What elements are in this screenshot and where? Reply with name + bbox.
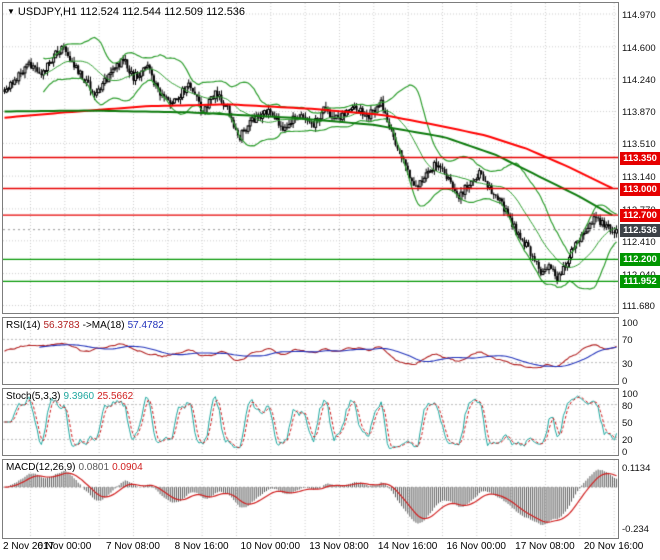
price-level-badge: 113.000: [620, 182, 660, 196]
indicator-axis-label: 20: [622, 435, 633, 447]
indicator-axis-label: 100: [622, 318, 638, 329]
price-level-badge: 112.700: [620, 209, 660, 223]
main-chart-panel: ▼ USDJPY,H1 112.524 112.544 112.509 112.5…: [2, 2, 619, 314]
price-axis-label: 113.140: [622, 172, 656, 184]
rsi-ma-name: ->MA(18): [82, 320, 125, 331]
indicator-axis-label: 50: [622, 418, 633, 429]
indicator-axis-label: 70: [622, 335, 633, 347]
macd-canvas[interactable]: [3, 460, 618, 538]
rsi-canvas[interactable]: [3, 318, 618, 384]
rsi-indicator-label: RSI(14) 56.3783 ->MA(18) 57.4782: [6, 320, 167, 331]
time-axis: 2 Nov 2017 6 Nov 00:00 7 Nov 08:00 8 Nov 16…: [3, 541, 659, 556]
stoch-k-value: 9.3960: [63, 391, 95, 402]
time-axis-label: 2 Nov 2017: [3, 541, 55, 552]
time-axis-label: 20 Nov 16:00: [583, 541, 644, 552]
rsi-panel: RSI(14) 56.3783 ->MA(18) 57.4782: [2, 317, 619, 385]
price-level-badge: 113.350: [620, 151, 660, 165]
main-price-axis: 114.970 114.600 114.240 113.870 113.510 113.1…: [620, 2, 660, 314]
macd-signal-value: 0.0904: [112, 462, 143, 473]
indicator-axis-label: 0: [622, 376, 628, 387]
macd-indicator-label: MACD(12,26,9) 0.0801 0.0904: [6, 462, 146, 473]
indicator-axis-label: 0: [622, 447, 628, 458]
indicator-axis-label: 0.1134: [622, 463, 651, 475]
stoch-name: Stoch(5,3,3): [6, 391, 61, 402]
indicator-axis-label: -0.234: [622, 524, 649, 536]
indicator-axis-label: 80: [622, 400, 633, 412]
time-axis-label: 17 Nov 08:00: [515, 541, 575, 552]
price-axis-label: 114.600: [622, 42, 656, 54]
stochastic-panel: Stoch(5,3,3) 9.3960 25.5662: [2, 388, 619, 456]
ohlc-values: 112.524 112.544 112.509 112.536: [80, 6, 246, 18]
price-chart-canvas[interactable]: [3, 3, 618, 313]
current-price-badge: 112.536: [620, 223, 660, 237]
price-axis-label: 113.510: [622, 139, 656, 151]
price-axis-label: 113.870: [622, 107, 656, 119]
time-axis-label: 8 Nov 16:00: [174, 541, 229, 552]
price-axis-label: 111.680: [622, 301, 655, 313]
time-axis-label: 10 Nov 00:00: [240, 541, 301, 552]
macd-name: MACD(12,26,9): [6, 462, 76, 473]
rsi-value: 56.3783: [43, 320, 80, 331]
time-axis-label: 14 Nov 16:00: [377, 541, 438, 552]
stoch-d-value: 25.5662: [97, 391, 134, 402]
chart-title: ▼ USDJPY,H1 112.524 112.544 112.509 112.5…: [7, 6, 245, 18]
time-axis-label: 13 Nov 08:00: [309, 541, 369, 552]
rsi-axis: 100 70 30 0: [620, 317, 660, 387]
macd-main-value: 0.0801: [78, 462, 110, 473]
price-level-badge: 111.952: [620, 275, 660, 289]
rsi-ma-value: 57.4782: [127, 320, 164, 331]
symbol-period-label: USDJPY,H1: [17, 6, 78, 18]
price-axis-label: 112.410: [622, 236, 656, 248]
price-level-badge: 112.200: [620, 253, 660, 267]
time-axis-label: 16 Nov 00:00: [446, 541, 507, 552]
price-axis-label: 114.240: [622, 74, 656, 86]
indicator-axis-label: 30: [622, 358, 633, 370]
chart-menu-icon[interactable]: ▼: [7, 7, 15, 16]
time-axis-label: 6 Nov 00:00: [37, 541, 92, 552]
stochastic-canvas[interactable]: [3, 389, 618, 455]
stochastic-indicator-label: Stoch(5,3,3) 9.3960 25.5662: [6, 391, 136, 402]
macd-panel: MACD(12,26,9) 0.0801 0.0904: [2, 459, 619, 539]
rsi-name: RSI(14): [6, 320, 41, 331]
indicator-axis-label: 100: [622, 389, 638, 400]
stochastic-axis: 100 80 50 20 0: [620, 388, 660, 458]
time-axis-label: 7 Nov 08:00: [105, 541, 160, 552]
price-axis-label: 114.970: [622, 10, 656, 21]
price-axis-label: 112.040: [622, 270, 656, 281]
macd-axis: 0.1134 -0.234: [620, 459, 660, 539]
